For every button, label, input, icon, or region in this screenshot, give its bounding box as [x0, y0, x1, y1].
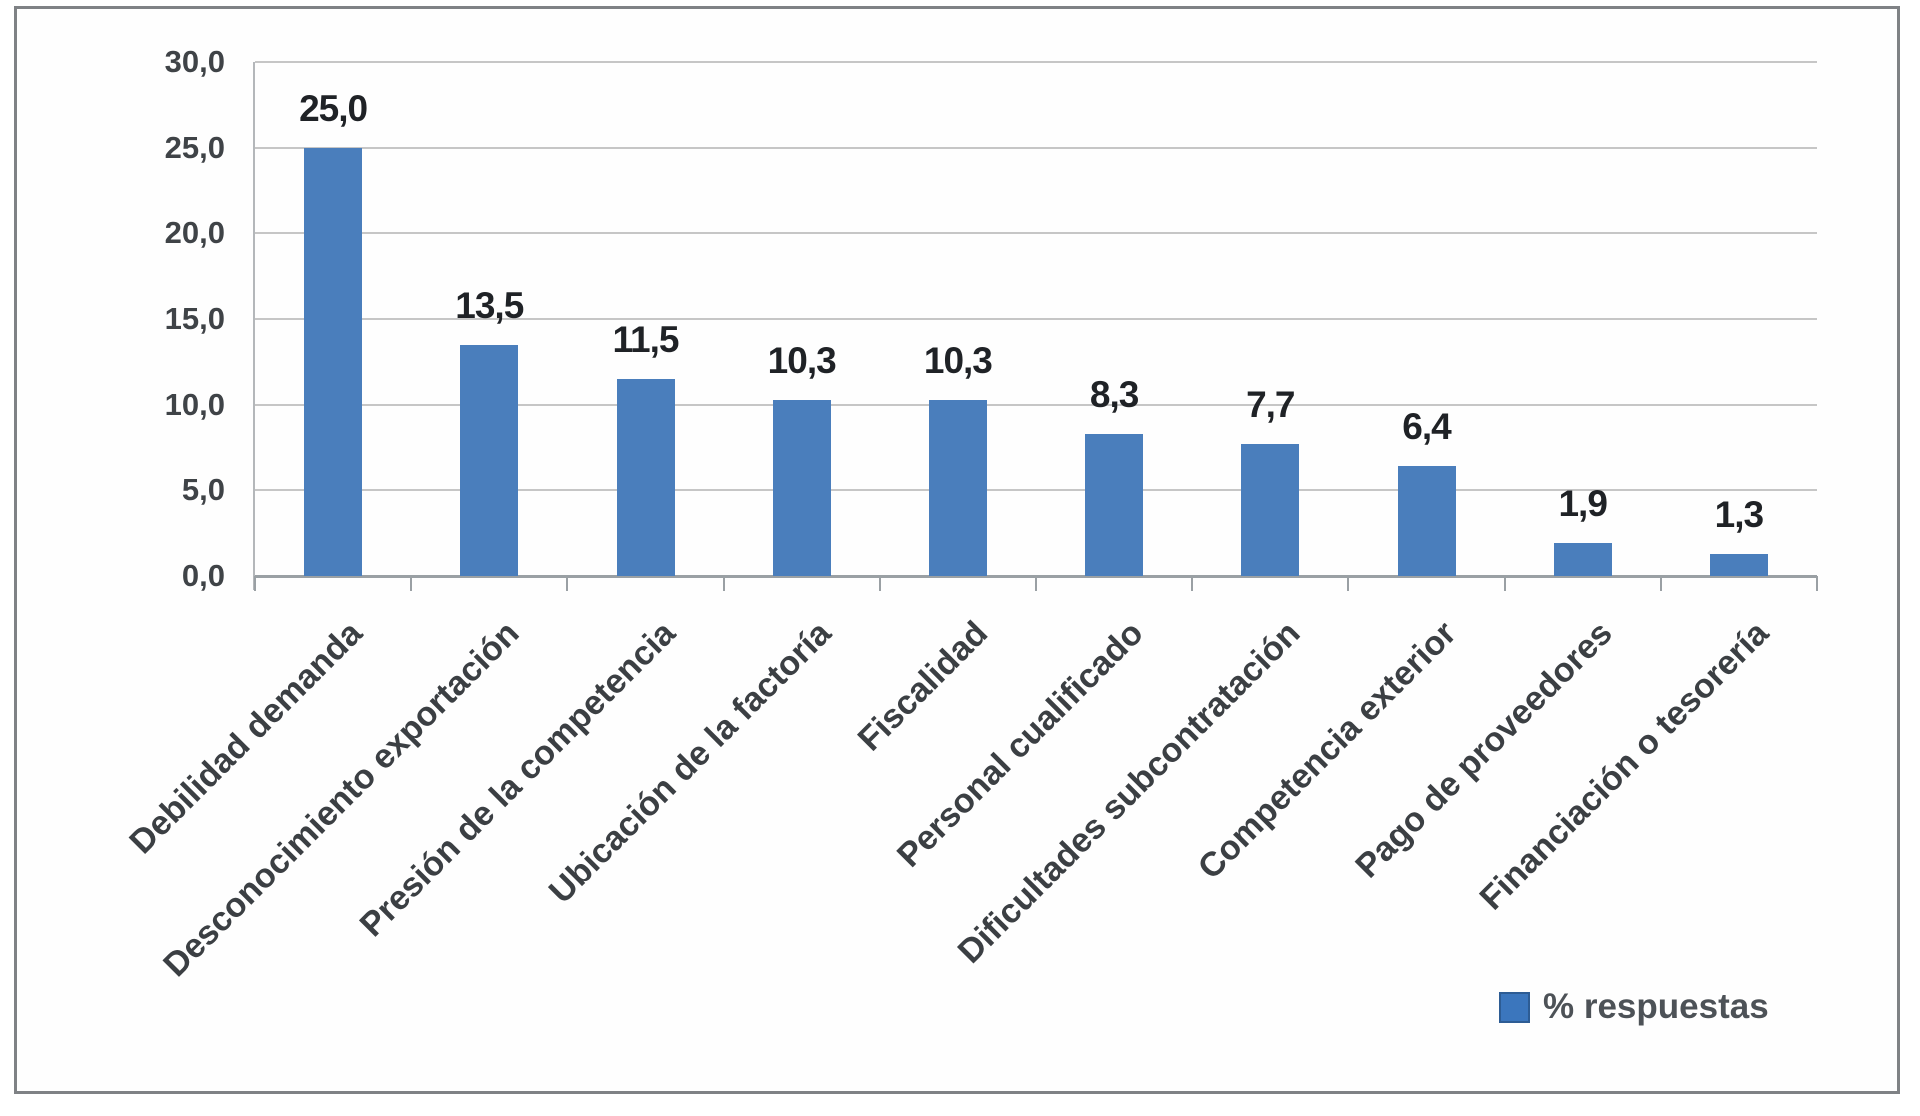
legend: % respuestas	[1499, 989, 1769, 1025]
legend-series-label: % respuestas	[1543, 987, 1769, 1026]
gridline	[255, 146, 1817, 149]
x-axis-tick-mark	[878, 576, 881, 591]
x-axis-tick-mark	[1503, 576, 1506, 591]
y-axis-tick-label: 15,0	[164, 301, 225, 336]
x-axis-tick-mark	[1816, 576, 1818, 591]
gridline	[255, 61, 1817, 63]
x-axis-tick-mark	[1191, 576, 1194, 591]
bar-value-label: 11,5	[612, 318, 680, 360]
x-axis-tick-mark	[566, 576, 569, 591]
y-axis-tick-label: 10,0	[164, 386, 225, 422]
y-axis-tick-label: 25,0	[164, 129, 225, 165]
x-axis-tick-mark	[1659, 576, 1662, 591]
bar	[1553, 543, 1612, 576]
x-axis-tick-mark	[1035, 576, 1037, 591]
gridline	[255, 232, 1817, 235]
bar	[1241, 444, 1300, 576]
gridline	[255, 318, 1817, 320]
y-axis-tick-label: 5,0	[181, 472, 225, 508]
x-axis-category-label: Financiación o tesorería	[1472, 614, 1776, 918]
x-axis-category-label: Competencia exterior	[1190, 614, 1464, 887]
y-axis-tick-label: 0,0	[181, 558, 225, 593]
x-axis-category-label: Fiscalidad	[850, 614, 995, 759]
bar	[928, 399, 987, 576]
bar-value-label: 10,3	[767, 339, 837, 381]
x-axis-tick-mark	[1347, 576, 1350, 591]
bar	[1085, 433, 1144, 576]
bar-value-label: 1,9	[1558, 483, 1607, 525]
bar-value-label: 13,5	[455, 284, 524, 326]
gridline	[255, 489, 1817, 492]
y-axis-tick-label: 20,0	[164, 215, 225, 251]
bar-value-label: 25,0	[299, 87, 368, 129]
x-axis-category-label: Dificultades subcontratación	[950, 614, 1308, 971]
x-axis-tick-mark	[722, 576, 725, 591]
bar	[460, 344, 519, 576]
x-axis-tick-mark	[410, 576, 413, 591]
bar	[1709, 553, 1768, 576]
bar	[1397, 466, 1456, 576]
bar-value-label: 6,4	[1402, 406, 1451, 448]
chart-frame: 30,0 25,0 20,0 15,0 10,0 5,0 0,0 25,0 Debilidad …	[14, 6, 1900, 1094]
x-axis-category-label: Pago de proveedores	[1348, 614, 1620, 886]
y-axis-tick-label: 30,0	[164, 44, 225, 79]
bar	[772, 399, 831, 576]
bar-value-label: 1,3	[1714, 493, 1764, 535]
bar-value-label: 10,3	[923, 339, 993, 381]
x-axis-tick-mark	[254, 576, 256, 591]
legend-color-swatch	[1499, 991, 1530, 1023]
bar-value-label: 8,3	[1089, 373, 1139, 415]
bar-value-label: 7,7	[1246, 384, 1295, 426]
gridline	[255, 403, 1817, 406]
bar	[304, 147, 363, 576]
bar	[616, 378, 675, 576]
x-axis-category-label: Presión de la competencia	[352, 614, 683, 945]
y-axis-line	[253, 62, 255, 590]
x-axis-category-label: Ubicación de la factoría	[541, 614, 839, 911]
